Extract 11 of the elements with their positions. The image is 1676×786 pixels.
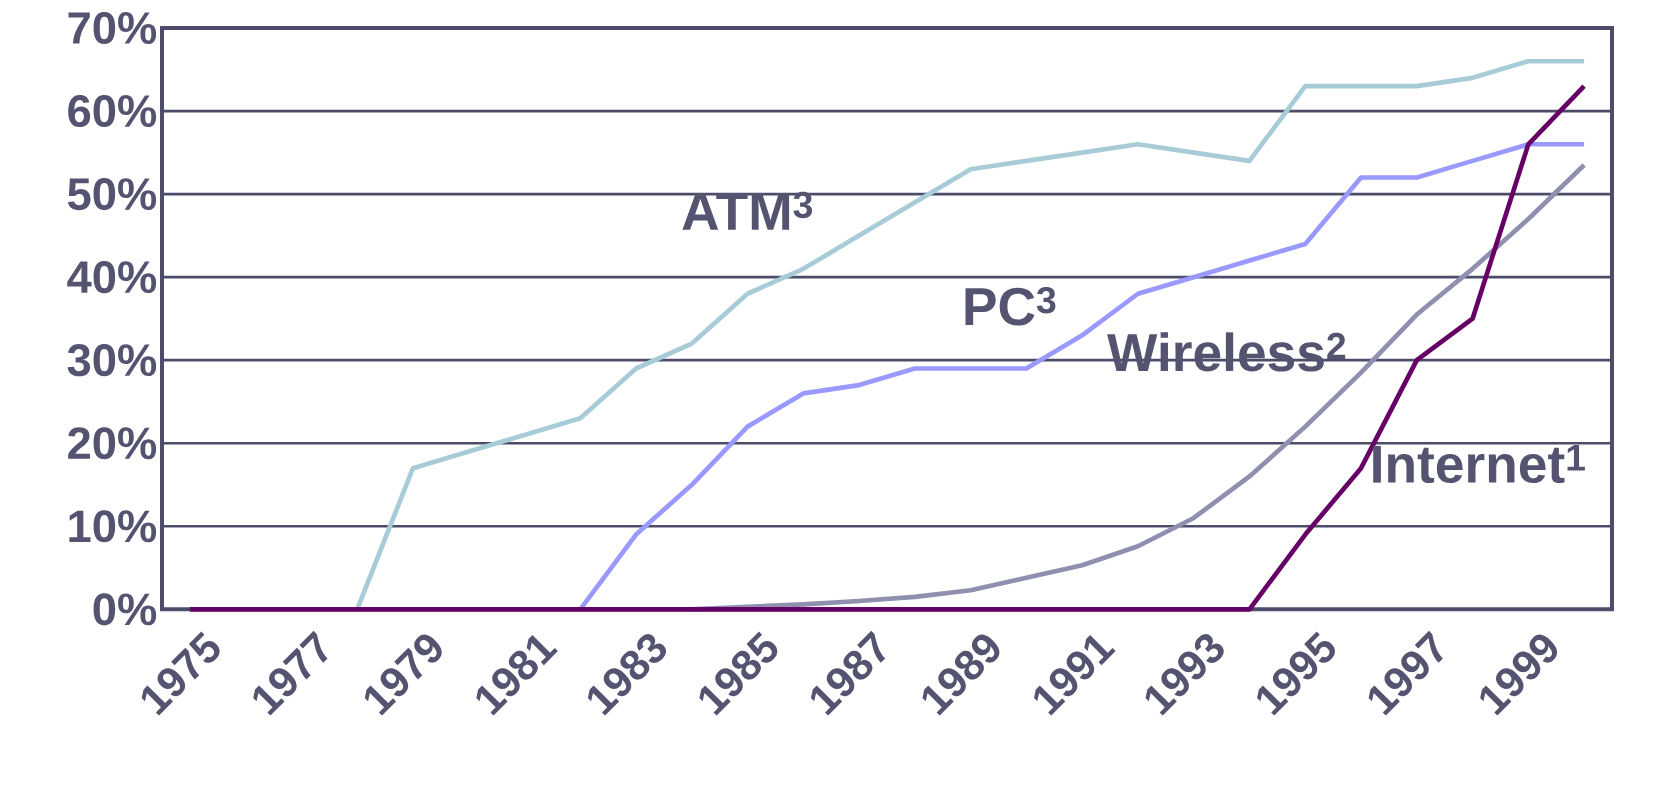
series-label: Internet$^{1}$ [1373,444,1585,484]
y-tick-label: 20% [68,427,157,460]
y-tick-label: 30% [67,344,157,377]
y-tick-label: 50% [67,178,157,211]
series-label: PC$^{3}$ [965,286,1056,326]
y-tick-label: 40% [67,261,157,294]
y-tick-label: 10% [69,510,157,543]
y-tick-label: 0% [93,593,157,626]
series-label: ATM$^{3}$ [682,191,813,230]
y-tick-label: 60% [68,95,157,128]
y-tick-label: 70% [68,11,157,45]
